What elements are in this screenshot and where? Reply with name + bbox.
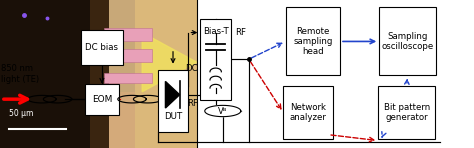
Text: Vᴮ: Vᴮ: [218, 107, 228, 115]
FancyBboxPatch shape: [85, 84, 119, 115]
Text: Sampling
oscilloscope: Sampling oscilloscope: [382, 32, 434, 51]
Bar: [109, 0, 185, 92]
Polygon shape: [205, 105, 241, 117]
Text: DUT: DUT: [164, 112, 182, 121]
Bar: [104, 73, 152, 83]
Bar: [135, 0, 197, 148]
FancyBboxPatch shape: [157, 70, 189, 132]
Bar: [104, 28, 152, 41]
FancyBboxPatch shape: [283, 86, 333, 139]
Polygon shape: [142, 33, 197, 92]
FancyBboxPatch shape: [379, 7, 436, 75]
FancyBboxPatch shape: [378, 86, 435, 139]
FancyBboxPatch shape: [200, 18, 231, 100]
Text: DC bias: DC bias: [85, 43, 118, 52]
Text: Bit pattern
generator: Bit pattern generator: [383, 103, 430, 122]
Text: Bias-T: Bias-T: [203, 27, 228, 36]
Text: Network
analyzer: Network analyzer: [290, 103, 327, 122]
Text: DC: DC: [185, 64, 198, 73]
Bar: [109, 92, 185, 148]
Polygon shape: [165, 81, 180, 108]
Bar: [0, 0, 90, 148]
FancyBboxPatch shape: [81, 30, 123, 65]
Bar: [104, 49, 152, 62]
Text: 50 μm: 50 μm: [9, 109, 34, 118]
Text: RF: RF: [187, 99, 198, 108]
Text: 850 nm
light (TE): 850 nm light (TE): [1, 64, 39, 84]
Text: EOM: EOM: [92, 95, 112, 104]
Text: RF: RF: [235, 28, 246, 37]
Text: Remote
sampling
head: Remote sampling head: [293, 26, 333, 56]
FancyBboxPatch shape: [285, 7, 340, 75]
Bar: [90, 0, 109, 148]
Bar: [0, 0, 197, 148]
